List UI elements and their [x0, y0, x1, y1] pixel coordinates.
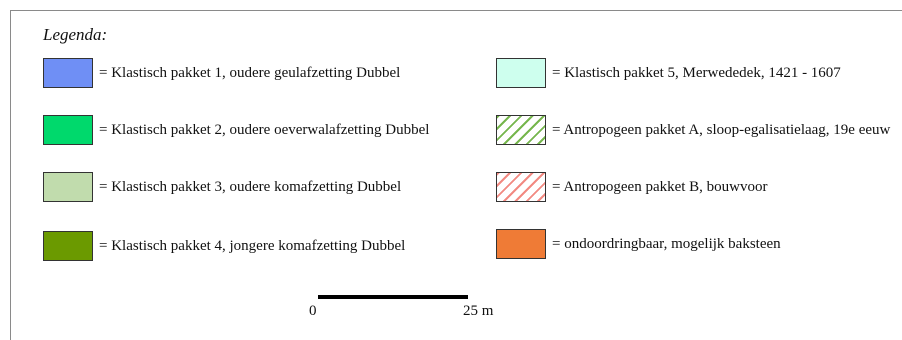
legend-item-klastisch-5: = Klastisch pakket 5, Merwededek, 1421 -…: [496, 57, 841, 89]
legend-label: = Klastisch pakket 2, oudere oeverwalafz…: [99, 121, 430, 138]
legend-swatch: [496, 58, 546, 88]
legend-title: Legenda:: [43, 25, 108, 44]
legend-item-klastisch-2: = Klastisch pakket 2, oudere oeverwalafz…: [43, 114, 429, 146]
legend-label: = Klastisch pakket 4, jongere komafzetti…: [99, 237, 406, 254]
legend-swatch: [43, 115, 93, 145]
scale-start-label: 0: [309, 303, 317, 319]
legend-swatch: [43, 58, 93, 88]
legend-label: = Klastisch pakket 1, oudere geulafzetti…: [99, 64, 401, 81]
legend-item-klastisch-3: = Klastisch pakket 3, oudere komafzettin…: [43, 171, 401, 203]
legend-swatch: [496, 115, 546, 145]
legend-label: = Antropogeen pakket B, bouwvoor: [552, 178, 768, 195]
legend-item-antropogeen-a: = Antropogeen pakket A, sloop-egalisatie…: [496, 114, 890, 146]
legend-swatch: [496, 172, 546, 202]
legend-item-antropogeen-b: = Antropogeen pakket B, bouwvoor: [496, 171, 768, 203]
legend-swatch: [43, 231, 93, 261]
legend-swatch: [43, 172, 93, 202]
legend-item-ondoordringbaar: = ondoordringbaar, mogelijk baksteen: [496, 228, 781, 260]
map-frame: [10, 10, 902, 340]
legend-item-klastisch-1: = Klastisch pakket 1, oudere geulafzetti…: [43, 57, 400, 89]
legend-label: = Antropogeen pakket A, sloop-egalisatie…: [552, 121, 891, 138]
scale-end-label: 25 m: [463, 303, 494, 319]
legend-label: = ondoordringbaar, mogelijk baksteen: [552, 235, 781, 252]
legend-item-klastisch-4: = Klastisch pakket 4, jongere komafzetti…: [43, 230, 405, 262]
legend-label: = Klastisch pakket 5, Merwededek, 1421 -…: [552, 64, 841, 81]
legend-label: = Klastisch pakket 3, oudere komafzettin…: [99, 178, 402, 195]
legend-swatch: [496, 229, 546, 259]
